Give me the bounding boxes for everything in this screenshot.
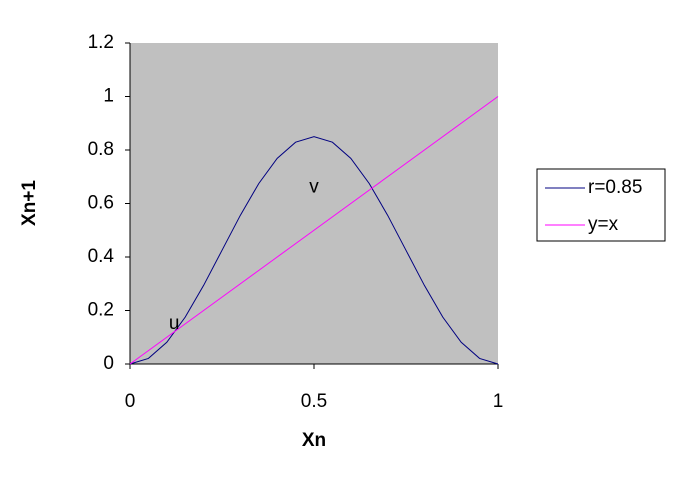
series-line bbox=[129, 96, 499, 365]
y-tick-label: 0.2 bbox=[88, 300, 114, 321]
plot-area bbox=[130, 43, 498, 364]
y-tick-label: 0.6 bbox=[88, 193, 114, 214]
y-tick-label: 1.2 bbox=[88, 32, 114, 53]
y-tick-label: 0 bbox=[103, 353, 114, 374]
series-line bbox=[129, 136, 499, 365]
x-tick-label: 0.5 bbox=[301, 391, 327, 412]
legend-label: r=0.85 bbox=[588, 177, 642, 198]
x-tick-label: 0 bbox=[125, 391, 136, 412]
y-axis-title: Xn+1 bbox=[19, 180, 40, 226]
x-tick-label: 1 bbox=[493, 391, 504, 412]
annotation: v bbox=[309, 176, 319, 197]
y-tick-label: 0.4 bbox=[88, 246, 115, 267]
y-tick-label: 1 bbox=[103, 86, 114, 107]
x-axis-title: Xn bbox=[302, 430, 326, 451]
annotation: u bbox=[169, 313, 180, 334]
legend-box bbox=[536, 168, 666, 242]
legend-label: y=x bbox=[588, 214, 619, 235]
y-tick-label: 0.8 bbox=[88, 139, 114, 160]
